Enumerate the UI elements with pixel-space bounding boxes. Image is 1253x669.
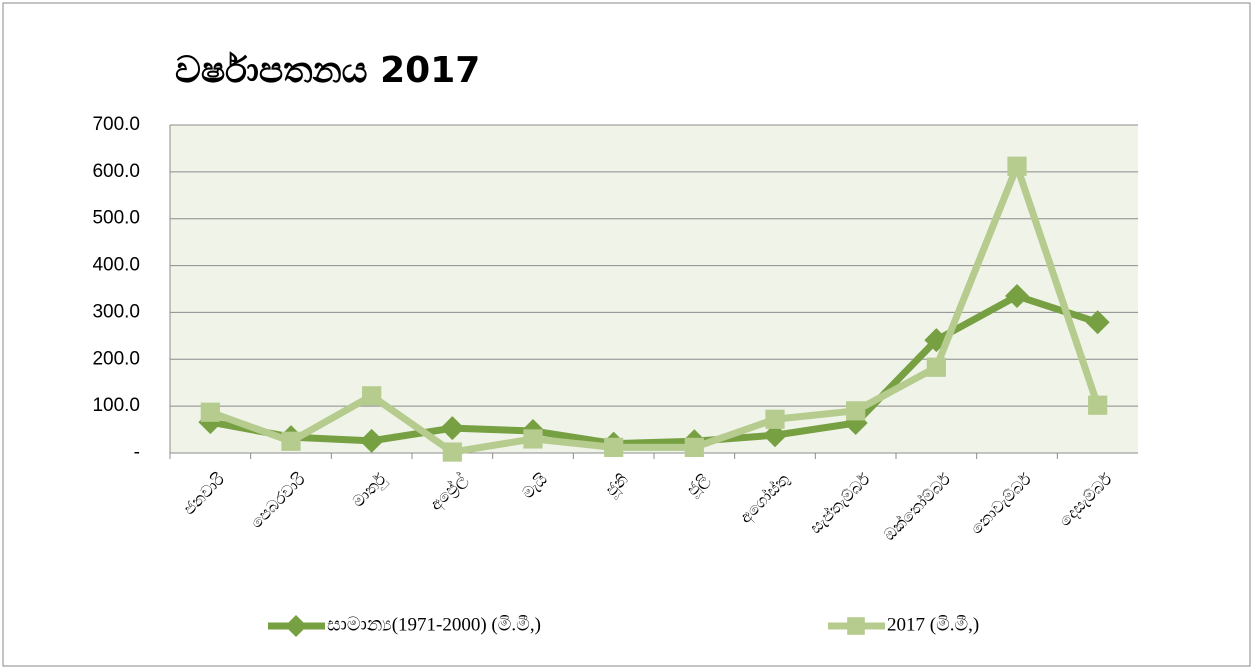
y-tick-label: 300.0 [92, 301, 140, 322]
plot-area [170, 125, 1138, 453]
marker [1007, 156, 1027, 176]
y-tick-label: - [134, 442, 140, 463]
marker [765, 409, 785, 429]
series-line [209, 162, 1101, 456]
y-tick-label: 700.0 [92, 114, 140, 135]
marker [200, 402, 220, 422]
marker [926, 357, 946, 377]
y-tick-label: 400.0 [92, 255, 140, 276]
chart-title: වර්ෂාපතනය 2017 [175, 50, 480, 91]
marker [440, 416, 465, 441]
marker [604, 437, 624, 457]
marker [442, 442, 462, 462]
marker [362, 386, 382, 406]
marker [285, 615, 307, 637]
marker [1085, 310, 1110, 335]
y-tick-label: 200.0 [92, 348, 140, 369]
marker [523, 429, 543, 449]
marker [846, 401, 866, 421]
y-tick-label: 600.0 [92, 161, 140, 182]
marker [684, 437, 704, 457]
marker [359, 428, 384, 453]
marker [1005, 284, 1029, 309]
legend-label: සාමාන්‍ය(1971-2000) (මි.මී,) [327, 614, 541, 635]
marker [281, 431, 301, 451]
y-tick-label: 100.0 [92, 395, 140, 416]
legend-label: 2017 (මි.මී,) [887, 614, 979, 635]
marker [847, 617, 865, 635]
marker [1088, 395, 1108, 415]
marker [763, 423, 787, 448]
y-tick-label: 500.0 [92, 208, 140, 229]
